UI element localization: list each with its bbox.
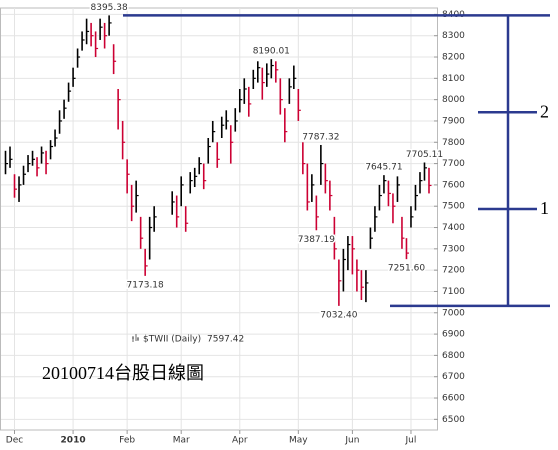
x-tick-label: Mar — [173, 436, 190, 446]
y-tick-label: 7200 — [442, 266, 465, 276]
x-tick-label: Feb — [119, 436, 135, 446]
y-tick-label: 6900 — [442, 330, 465, 340]
y-tick-label: 8200 — [442, 53, 465, 63]
y-tick-label: 8000 — [442, 95, 465, 105]
legend: $TWII (Daily) 7597.42 — [132, 334, 244, 345]
high-label: 7645.71 — [365, 163, 402, 173]
y-tick-label: 6800 — [442, 351, 465, 361]
high-label: 7787.32 — [302, 132, 339, 142]
y-tick-label: 7500 — [442, 202, 465, 212]
low-label: 7251.60 — [388, 264, 425, 274]
y-tick-label: 7300 — [442, 244, 465, 254]
division-label: 1 — [540, 198, 549, 218]
y-tick-label: 6500 — [442, 415, 465, 425]
low-label: 7173.18 — [127, 280, 164, 290]
x-tick-label: 2010 — [61, 436, 86, 446]
low-label: 7387.19 — [298, 235, 335, 245]
legend-icon — [132, 334, 139, 342]
y-tick-label: 8100 — [442, 74, 465, 84]
high-label: 8190.01 — [253, 47, 290, 57]
x-tick-label: Apr — [232, 436, 248, 446]
high-label: 7705.11 — [406, 150, 443, 160]
x-tick-label: Jul — [405, 436, 417, 446]
y-tick-label: 7700 — [442, 159, 465, 169]
low-label: 7032.40 — [320, 310, 357, 320]
legend-name: $TWII (Daily) — [143, 335, 201, 345]
y-tick-label: 6600 — [442, 394, 465, 404]
layer: 6500 6600 6700 6800 6900 7000 7100 7200 7300 7400… — [1, 1, 465, 446]
y-tick-label: 7000 — [442, 308, 465, 318]
y-tick-label: 6700 — [442, 372, 465, 382]
legend-last: 7597.42 — [207, 335, 244, 345]
division-label: 2 — [540, 101, 549, 121]
y-tick-label: 7800 — [442, 138, 465, 148]
y-tick-label: 7600 — [442, 180, 465, 190]
x-tick-label: Dec — [6, 436, 23, 446]
y-tick-label: 7100 — [442, 287, 465, 297]
high-label: 8395.38 — [91, 3, 128, 13]
chart-title: 20100714台股日線圖 — [42, 363, 204, 383]
x-tick-label: May — [289, 436, 308, 446]
y-tick-label: 7400 — [442, 223, 465, 233]
x-tick-label: Jun — [344, 436, 359, 446]
y-tick-label: 8300 — [442, 31, 465, 41]
y-tick-label: 7900 — [442, 116, 465, 126]
